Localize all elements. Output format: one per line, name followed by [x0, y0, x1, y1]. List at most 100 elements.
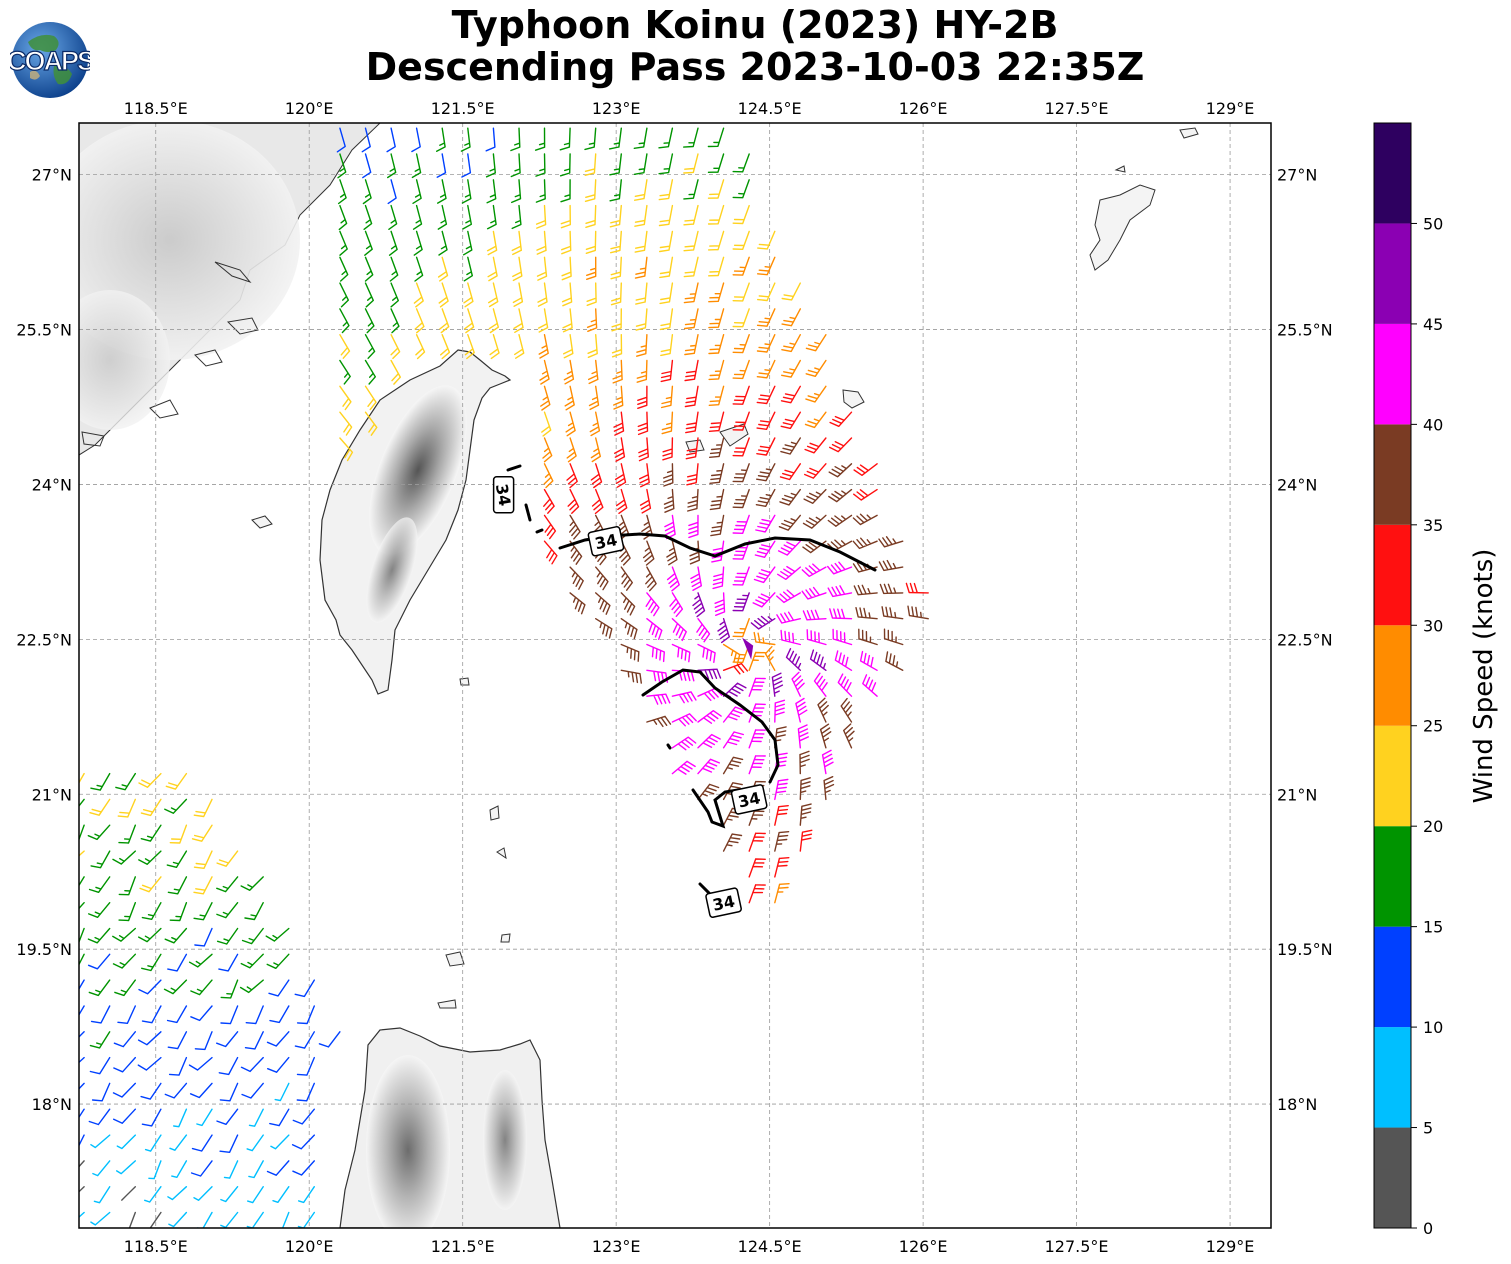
wind-barb — [188, 953, 213, 968]
wind-barb — [118, 902, 136, 922]
wind-barb — [669, 592, 684, 617]
wind-barb — [291, 1134, 315, 1150]
wind-barb — [540, 385, 551, 411]
colorbar-segment — [1374, 123, 1411, 224]
lon-tick-label-bottom: 120°E — [285, 1237, 334, 1256]
wind-barb — [79, 798, 85, 807]
wind-barb — [752, 592, 776, 608]
wind-barb — [586, 282, 597, 306]
wind-barb — [363, 204, 373, 230]
lon-tick-label-top: 129°E — [1206, 99, 1255, 118]
wind-barb — [732, 411, 750, 431]
wind-barb — [318, 1031, 341, 1048]
wind-barb — [137, 1031, 162, 1046]
lat-tick-label-left: 21°N — [32, 785, 72, 804]
wind-barb — [112, 953, 136, 969]
wind-barb — [707, 230, 725, 251]
wind-barb — [806, 629, 827, 646]
wind-barb — [801, 586, 827, 600]
wind-barb — [411, 153, 422, 179]
wind-barb — [686, 463, 699, 486]
wind-barb — [488, 308, 499, 334]
wind-barb — [266, 953, 290, 969]
colorbar-tick-label: 50 — [1423, 214, 1443, 233]
wind-barb — [216, 1031, 239, 1048]
wind-barb — [440, 334, 451, 360]
wind-barb — [774, 726, 787, 749]
wind-barb — [112, 927, 136, 942]
wind-barb — [748, 832, 766, 852]
colorbar-tick-label: 30 — [1423, 616, 1443, 635]
wind-barb — [595, 566, 609, 591]
wind-barb — [712, 566, 725, 590]
wind-barb — [754, 540, 776, 558]
wind-barb — [486, 204, 497, 230]
wind-barb — [79, 1108, 85, 1119]
contour-34kt-south-1 — [691, 788, 740, 829]
wind-barb — [795, 697, 808, 723]
wind-barb — [88, 876, 111, 893]
wind-barb — [535, 153, 546, 177]
title-line-2: Descending Pass 2023-10-03 22:35Z — [365, 45, 1145, 89]
wind-barb — [708, 308, 725, 329]
colorbar-segment — [1374, 1027, 1411, 1128]
wind-barb — [709, 488, 725, 511]
wind-barb — [756, 385, 776, 405]
lon-tick-label-top: 127.5°E — [1045, 99, 1109, 118]
wind-barb — [708, 282, 725, 303]
wind-barb — [193, 876, 213, 895]
wind-barb — [241, 927, 264, 945]
lat-tick-label-right: 24°N — [1277, 475, 1317, 494]
gridlines — [79, 123, 1271, 1228]
wind-barb — [191, 1134, 213, 1152]
wind-barb — [697, 668, 722, 680]
wind-barb — [660, 385, 674, 409]
contour-34kt-label-text: 34 — [492, 482, 515, 507]
wind-barb — [461, 153, 472, 178]
wind-barb — [611, 308, 622, 332]
wind-barb — [732, 514, 750, 534]
wind-barb — [753, 631, 776, 646]
wind-barb — [797, 724, 809, 749]
wind-barb — [190, 1160, 213, 1177]
wind-barb — [852, 513, 878, 526]
wind-barb — [560, 204, 571, 229]
wind-barb — [387, 179, 397, 205]
wind-barb — [748, 755, 766, 775]
wind-barb — [658, 153, 674, 175]
wind-barb — [246, 1211, 264, 1228]
wind-barb — [616, 488, 628, 514]
wind-barb — [732, 153, 750, 173]
wind-barb — [148, 1160, 162, 1180]
wind-barb — [537, 282, 548, 307]
wind-barb — [414, 308, 425, 334]
wind-barb — [364, 359, 376, 385]
wind-barb — [141, 1108, 162, 1127]
colorbar-segment — [1374, 625, 1411, 726]
wind-barb — [339, 385, 352, 411]
wind-barb — [413, 282, 424, 308]
axis-tick-labels: 118.5°E 118.5°E 120°E 120°E 121.5°E 121.5°E 12… — [16, 99, 1332, 1256]
wind-barb — [460, 127, 471, 152]
wind-barb — [879, 583, 904, 595]
wind-barb — [79, 1211, 85, 1219]
mainland-terrain-shade-2 — [79, 290, 170, 430]
wind-barb — [543, 540, 558, 565]
wind-barb — [389, 256, 399, 282]
wind-barb — [696, 618, 711, 643]
wind-barb — [732, 385, 750, 405]
wind-barb — [167, 1186, 188, 1201]
wind-barb — [633, 153, 648, 175]
wind-barb — [113, 1108, 136, 1124]
wind-barb — [164, 927, 188, 944]
colorbar-tick-label: 35 — [1423, 516, 1443, 535]
wind-barb — [411, 127, 421, 153]
wind-barb — [79, 1056, 85, 1064]
wind-barb — [219, 1134, 239, 1153]
wind-barb — [535, 179, 546, 203]
lon-tick-label-top: 124.5°E — [738, 99, 802, 118]
wind-barb — [827, 514, 853, 527]
wind-barb — [708, 411, 725, 432]
wind-barb — [220, 1211, 239, 1228]
contour-34kt-label-text: 34 — [593, 530, 619, 553]
